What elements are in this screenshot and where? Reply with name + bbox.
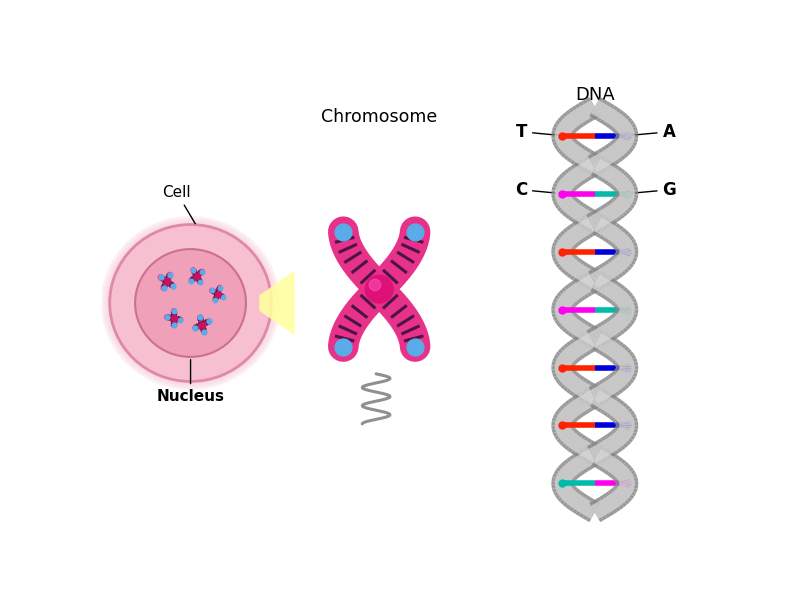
Ellipse shape <box>102 217 280 389</box>
Circle shape <box>366 275 393 303</box>
Text: Nucleus: Nucleus <box>157 359 225 404</box>
Ellipse shape <box>135 249 246 357</box>
Circle shape <box>369 279 381 290</box>
Ellipse shape <box>108 223 273 383</box>
Text: DNA: DNA <box>575 86 614 104</box>
Text: G: G <box>630 181 676 199</box>
Text: Chromosome: Chromosome <box>321 108 438 126</box>
Ellipse shape <box>107 222 274 384</box>
Polygon shape <box>259 271 294 335</box>
Text: Cell: Cell <box>162 185 195 224</box>
Text: T: T <box>516 123 560 141</box>
Text: A: A <box>630 123 675 141</box>
Ellipse shape <box>110 224 271 382</box>
Text: C: C <box>514 181 560 199</box>
Ellipse shape <box>102 218 278 388</box>
Ellipse shape <box>104 219 277 387</box>
Ellipse shape <box>106 221 275 385</box>
